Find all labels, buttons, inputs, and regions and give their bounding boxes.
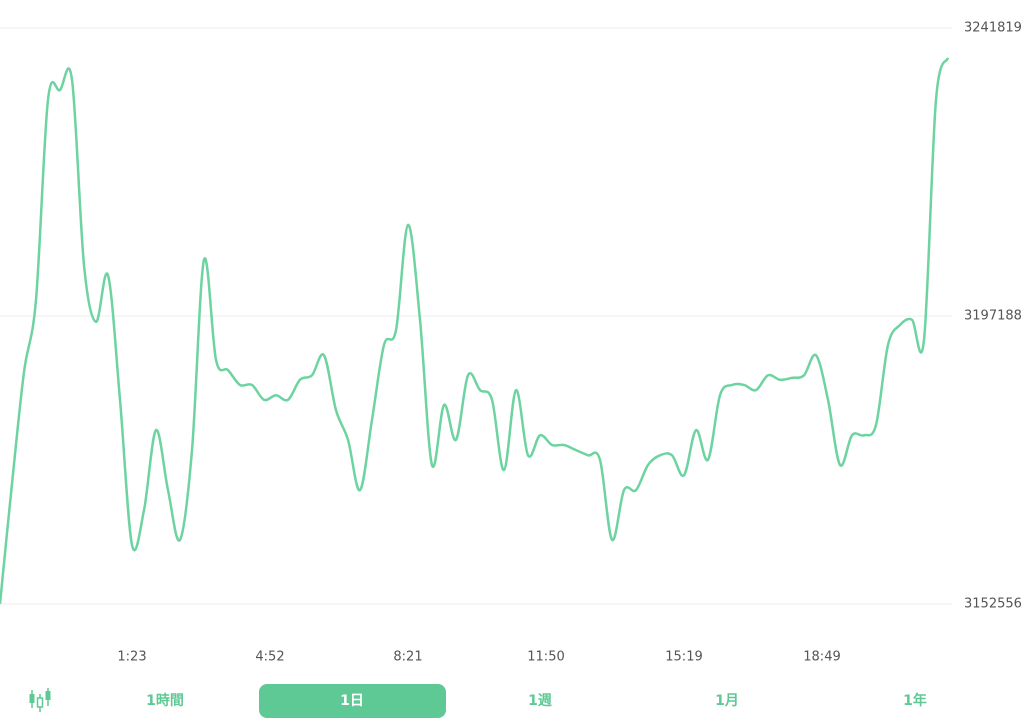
y-tick-label: 3197188 bbox=[964, 308, 1022, 323]
y-tick-label: 3152556 bbox=[964, 597, 1022, 612]
chart-type-icon[interactable] bbox=[29, 688, 51, 712]
price-line bbox=[0, 57, 950, 604]
time-range-tab[interactable]: 1日 bbox=[340, 693, 364, 709]
x-tick-label: 1:23 bbox=[117, 650, 146, 665]
time-range-tab[interactable]: 1月 bbox=[715, 693, 739, 709]
y-tick-label: 3241819 bbox=[964, 21, 1022, 36]
x-tick-label: 11:50 bbox=[527, 650, 564, 665]
selected-tab-bg bbox=[259, 684, 446, 718]
x-tick-label: 8:21 bbox=[393, 650, 422, 665]
time-range-tab[interactable]: 1時間 bbox=[146, 692, 184, 709]
time-range-tab[interactable]: 1年 bbox=[903, 692, 927, 709]
time-range-tab[interactable]: 1週 bbox=[528, 693, 552, 709]
x-tick-label: 4:52 bbox=[255, 650, 284, 665]
x-tick-label: 15:19 bbox=[665, 650, 702, 665]
x-tick-label: 18:49 bbox=[803, 650, 840, 665]
